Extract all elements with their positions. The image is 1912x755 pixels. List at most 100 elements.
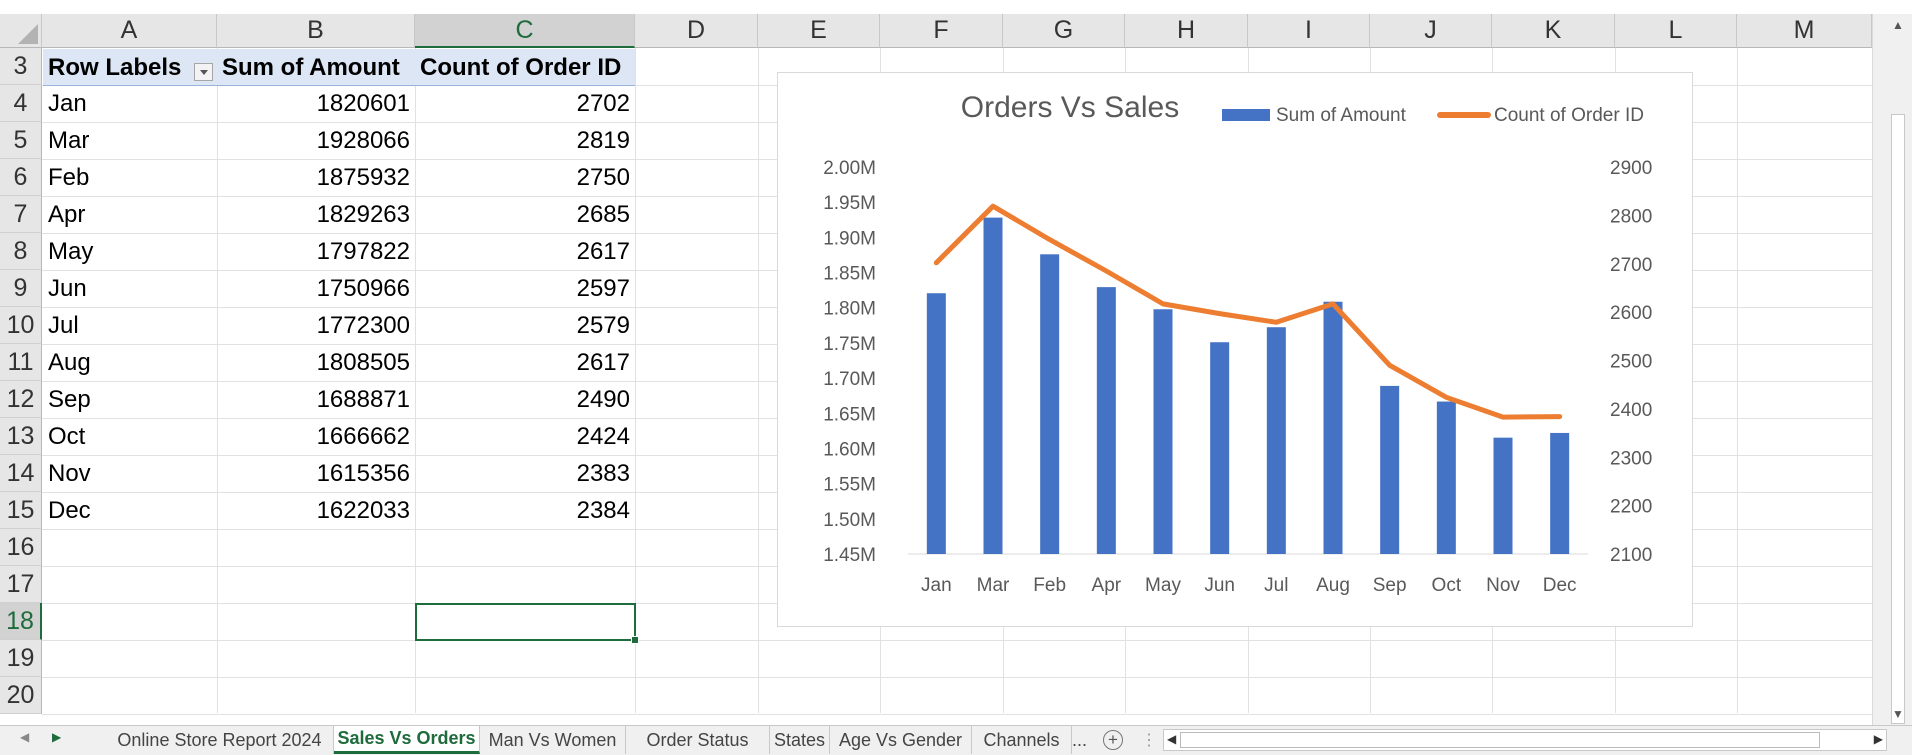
pivot-cell-row-label[interactable]: Sep [48, 385, 91, 413]
pivot-cell-sum-of-amount[interactable]: 1688871 [316, 385, 410, 413]
pivot-cell-row-label[interactable]: Jan [48, 89, 87, 117]
pivot-cell-sum-of-amount[interactable]: 1797822 [316, 237, 410, 265]
row-header-7[interactable]: 7 [0, 196, 42, 233]
sheet-tab-age-vs-gender[interactable]: Age Vs Gender [830, 726, 972, 754]
tab-scroll-right-icon[interactable]: ▶ [52, 730, 62, 744]
row-labels-filter-dropdown-icon[interactable] [194, 63, 213, 81]
column-header-g[interactable]: G [1003, 14, 1125, 48]
row-header-17[interactable]: 17 [0, 566, 42, 603]
x-axis-category-label-oct: Oct [1432, 575, 1462, 596]
tab-scroll-left-icon[interactable]: ◀ [20, 730, 30, 744]
pivot-cell-sum-of-amount[interactable]: 1772300 [316, 311, 410, 339]
row-header-9[interactable]: 9 [0, 270, 42, 307]
pivot-header-row-labels[interactable]: Row Labels [48, 53, 182, 81]
pivot-cell-row-label[interactable]: Aug [48, 348, 91, 376]
sheet-tab-states[interactable]: States [770, 726, 830, 754]
pivot-cell-row-label[interactable]: Jun [48, 274, 87, 302]
fill-handle[interactable] [631, 636, 639, 644]
column-header-h[interactable]: H [1125, 14, 1248, 48]
pivot-cell-count-of-order-id[interactable]: 2579 [576, 311, 630, 339]
pivot-cell-count-of-order-id[interactable]: 2750 [576, 163, 630, 191]
horizontal-scroll-thumb[interactable] [1180, 732, 1820, 748]
pivot-cell-sum-of-amount[interactable]: 1820601 [316, 89, 410, 117]
column-header-a[interactable]: A [42, 14, 217, 48]
pivot-cell-count-of-order-id[interactable]: 2490 [576, 385, 630, 413]
column-header-i[interactable]: I [1248, 14, 1370, 48]
row-header-15[interactable]: 15 [0, 492, 42, 529]
row-header-5[interactable]: 5 [0, 122, 42, 159]
pivot-cell-row-label[interactable]: Apr [48, 200, 86, 228]
row-header-10[interactable]: 10 [0, 307, 42, 344]
scroll-up-arrow-icon[interactable]: ▲ [1892, 18, 1904, 32]
pivot-cell-count-of-order-id[interactable]: 2685 [576, 200, 630, 228]
pivot-cell-sum-of-amount[interactable]: 1615356 [316, 459, 410, 487]
row-header-6[interactable]: 6 [0, 159, 42, 196]
column-header-k[interactable]: K [1492, 14, 1615, 48]
hscroll-left-arrow-icon[interactable]: ◀ [1167, 732, 1177, 746]
left-axis-tick-label: 1.75M [823, 334, 876, 355]
row-header-12[interactable]: 12 [0, 381, 42, 418]
column-header-d[interactable]: D [635, 14, 758, 48]
orders-vs-sales-chart[interactable]: Orders Vs Sales Sum of Amount Count of Ord… [777, 72, 1693, 627]
add-sheet-icon[interactable]: + [1103, 730, 1123, 750]
pivot-cell-row-label[interactable]: Mar [48, 126, 90, 154]
sheet-tab-sales-vs-orders[interactable]: Sales Vs Orders [334, 726, 480, 754]
row-header-20[interactable]: 20 [0, 677, 42, 714]
select-all-corner[interactable] [0, 14, 42, 48]
pivot-cell-sum-of-amount[interactable]: 1750966 [316, 274, 410, 302]
pivot-cell-count-of-order-id[interactable]: 2424 [576, 422, 630, 450]
hscroll-right-arrow-icon[interactable]: ▶ [1873, 732, 1883, 746]
pivot-cell-count-of-order-id[interactable]: 2819 [576, 126, 630, 154]
pivot-cell-row-label[interactable]: Feb [48, 163, 90, 191]
column-header-j[interactable]: J [1370, 14, 1492, 48]
column-header-b[interactable]: B [217, 14, 415, 48]
horizontal-scrollbar[interactable]: ◀ ▶ [1163, 729, 1887, 751]
column-header-m[interactable]: M [1737, 14, 1872, 48]
pivot-cell-row-label[interactable]: May [48, 237, 94, 265]
row-header-4[interactable]: 4 [0, 85, 42, 122]
pivot-cell-count-of-order-id[interactable]: 2617 [576, 348, 630, 376]
sheet-tab-channels[interactable]: Channels [972, 726, 1072, 754]
vertical-scroll-thumb[interactable] [1891, 114, 1905, 724]
pivot-cell-sum-of-amount[interactable]: 1666662 [316, 422, 410, 450]
tab-splitter-handle[interactable]: ⋮ [1141, 732, 1157, 749]
more-sheets-ellipsis[interactable]: ... [1072, 729, 1088, 750]
pivot-cell-row-label[interactable]: Nov [48, 459, 91, 487]
column-header-f[interactable]: F [880, 14, 1003, 48]
column-header-l[interactable]: L [1615, 14, 1737, 48]
pivot-cell-count-of-order-id[interactable]: 2617 [576, 237, 630, 265]
row-header-14[interactable]: 14 [0, 455, 42, 492]
left-axis-tick-label: 1.50M [823, 510, 876, 531]
active-cell-selection-c18[interactable] [415, 603, 636, 641]
row-header-8[interactable]: 8 [0, 233, 42, 270]
sheet-tab-online-store-report-2024[interactable]: Online Store Report 2024 [106, 726, 334, 754]
pivot-cell-sum-of-amount[interactable]: 1875932 [316, 163, 410, 191]
row-header-16[interactable]: 16 [0, 529, 42, 566]
pivot-cell-sum-of-amount[interactable]: 1622033 [316, 496, 410, 524]
row-header-11[interactable]: 11 [0, 344, 42, 381]
row-header-3[interactable]: 3 [0, 48, 42, 85]
pivot-cell-row-label[interactable]: Oct [48, 422, 86, 450]
row-header-13[interactable]: 13 [0, 418, 42, 455]
column-header-e[interactable]: E [758, 14, 880, 48]
pivot-cell-count-of-order-id[interactable]: 2384 [576, 496, 630, 524]
scroll-down-arrow-icon[interactable]: ▼ [1892, 707, 1904, 721]
bar-sum-of-amount-dec [1550, 432, 1570, 554]
vertical-scrollbar[interactable]: ▲ ▼ [1872, 14, 1912, 725]
pivot-cell-sum-of-amount[interactable]: 1928066 [316, 126, 410, 154]
pivot-cell-row-label[interactable]: Dec [48, 496, 91, 524]
pivot-header-sum-of-amount[interactable]: Sum of Amount [222, 53, 400, 81]
pivot-header-count-of-order-id[interactable]: Count of Order ID [420, 53, 622, 81]
row-header-19[interactable]: 19 [0, 640, 42, 677]
column-header-c[interactable]: C [415, 14, 635, 48]
pivot-cell-sum-of-amount[interactable]: 1808505 [316, 348, 410, 376]
sheet-tab-order-status[interactable]: Order Status [626, 726, 770, 754]
pivot-cell-sum-of-amount[interactable]: 1829263 [316, 200, 410, 228]
pivot-cell-count-of-order-id[interactable]: 2702 [576, 89, 630, 117]
pivot-cell-count-of-order-id[interactable]: 2383 [576, 459, 630, 487]
pivot-cell-count-of-order-id[interactable]: 2597 [576, 274, 630, 302]
sheet-tab-man-vs-women[interactable]: Man Vs Women [480, 726, 626, 754]
row-header-18[interactable]: 18 [0, 603, 42, 640]
pivot-cell-row-label[interactable]: Jul [48, 311, 79, 339]
